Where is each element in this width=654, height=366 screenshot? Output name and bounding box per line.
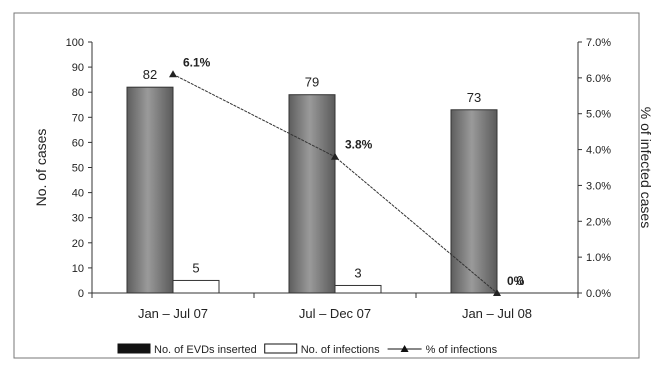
data-label: 82 (143, 67, 157, 82)
legend-swatch (117, 343, 151, 354)
y-axis-title: No. of cases (33, 129, 49, 207)
infection-rate-marker (493, 289, 501, 296)
bar-evds (288, 94, 336, 294)
data-label: 0 (516, 273, 523, 288)
y2-tick-label: 2.0% (586, 216, 611, 228)
y-tick-label: 60 (72, 137, 84, 149)
y-tick-label: 40 (72, 188, 84, 200)
y2-tick-label: 4.0% (586, 145, 611, 157)
bar-infections (172, 279, 220, 294)
legend-label: % of infections (426, 344, 498, 356)
x-tick-label: Jul – Dec 07 (299, 306, 371, 321)
y-tick-label: 30 (72, 213, 84, 225)
y-tick-label: 50 (72, 163, 84, 175)
percent-label: 6.1% (183, 55, 211, 69)
infection-rate-marker (169, 70, 177, 78)
bar-evds (126, 86, 174, 294)
legend-label: No. of EVDs inserted (154, 344, 257, 356)
y2-tick-label: 1.0% (586, 252, 611, 264)
bar-infections (334, 284, 382, 294)
y2-tick-label: 5.0% (586, 109, 611, 121)
data-label: 5 (192, 260, 199, 275)
data-label: 73 (467, 90, 481, 105)
y-tick-label: 80 (72, 87, 84, 99)
infection-rate-marker (331, 152, 339, 160)
x-tick-label: Jan – Jul 07 (138, 306, 208, 321)
y-tick-label: 0 (78, 288, 84, 300)
y-tick-label: 20 (72, 238, 84, 250)
data-label: 3 (354, 265, 361, 280)
data-label: 79 (305, 75, 319, 90)
bar-evds (450, 109, 498, 294)
y-tick-label: 90 (72, 62, 84, 74)
y2-tick-label: 0.0% (586, 288, 611, 300)
legend-swatch (264, 343, 298, 354)
percent-label: 3.8% (345, 138, 373, 152)
legend-label: No. of infections (301, 344, 380, 356)
y-tick-label: 70 (72, 112, 84, 124)
percent-label: 0% (507, 274, 525, 288)
x-tick-label: Jan – Jul 08 (462, 306, 532, 321)
y2-axis-title: % of infected cases (638, 107, 654, 228)
y2-tick-label: 6.0% (586, 73, 611, 85)
y-tick-label: 10 (72, 263, 84, 275)
y-tick-label: 100 (66, 37, 84, 49)
y2-tick-label: 7.0% (586, 37, 611, 49)
y2-tick-label: 3.0% (586, 180, 611, 192)
legend-marker-swatch (400, 345, 409, 352)
